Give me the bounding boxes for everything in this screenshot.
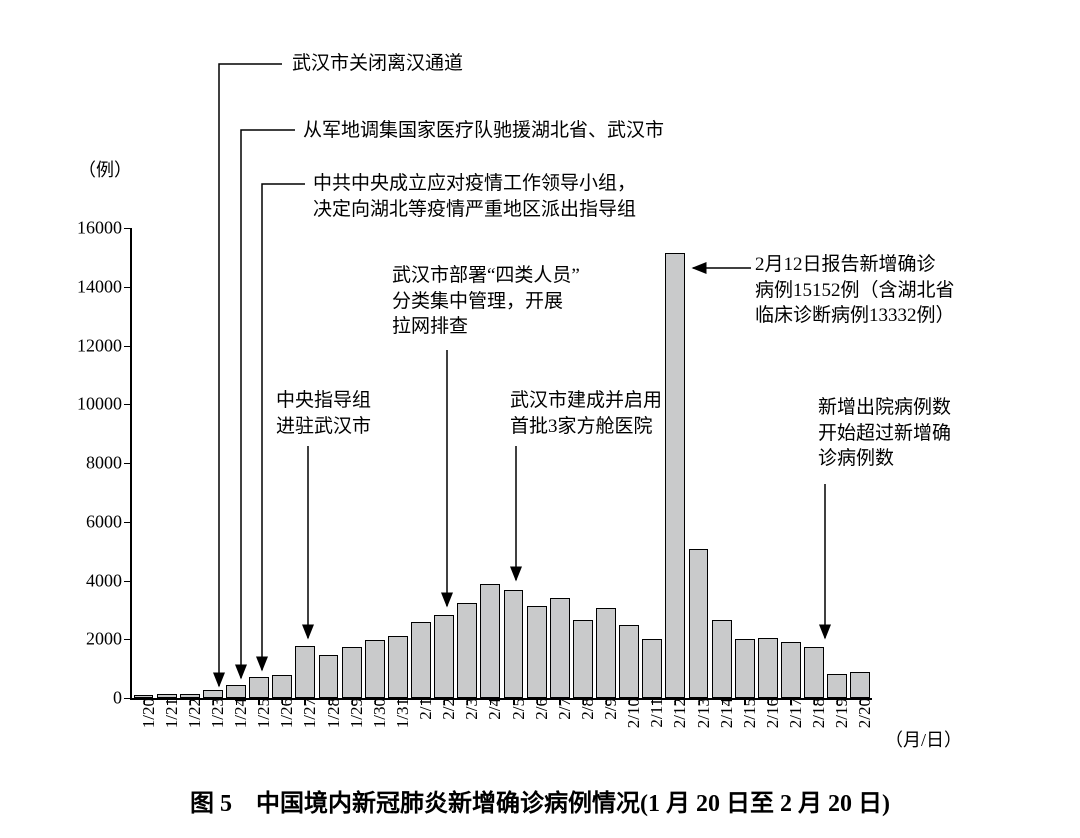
figure-caption: 图 5 中国境内新冠肺炎新增确诊病例情况(1 月 20 日至 2 月 20 日) [0, 783, 1080, 818]
bar [365, 640, 385, 698]
bar [434, 615, 454, 698]
bar [319, 655, 339, 698]
y-tick-label: 12000 [77, 335, 132, 356]
bar [226, 685, 246, 698]
annotation-a7: 2月12日报告新增确诊病例15152例（含湖北省临床诊断病例13332例） [755, 252, 955, 329]
bar [411, 622, 431, 698]
annotation-a1: 武汉市关闭离汉通道 [292, 51, 463, 77]
y-tick-label: 8000 [86, 453, 132, 474]
annotation-a4: 中央指导组进驻武汉市 [276, 388, 371, 439]
bar [388, 636, 408, 698]
bar [735, 639, 755, 698]
bar [342, 647, 362, 698]
bar [504, 590, 524, 698]
bar [781, 642, 801, 698]
y-tick-label: 16000 [77, 218, 132, 239]
figure-5-bar-chart: （例） 020004000600080001000012000140001600… [0, 0, 1080, 838]
bar [550, 598, 570, 698]
bar [642, 639, 662, 698]
bar [272, 675, 292, 698]
bar [619, 625, 639, 698]
bar [249, 677, 269, 698]
y-tick-label: 10000 [77, 394, 132, 415]
annotation-a5fix: 武汉市部署“四类人员”分类集中管理，开展拉网排查 [392, 263, 580, 340]
x-tick-label: 2/20 [845, 698, 875, 728]
annotation-a6: 武汉市建成并启用首批3家方舱医院 [510, 388, 662, 439]
y-tick-label: 6000 [86, 511, 132, 532]
y-axis-unit-label: （例） [78, 156, 132, 182]
bar [527, 606, 547, 698]
bar [573, 620, 593, 698]
bar [203, 690, 223, 698]
bar [850, 672, 870, 698]
bar [295, 646, 315, 698]
bar [480, 584, 500, 698]
y-tick-label: 14000 [77, 276, 132, 297]
bar [712, 620, 732, 698]
annotation-a2: 从军地调集国家医疗队驰援湖北省、武汉市 [303, 118, 664, 144]
bar [596, 608, 616, 698]
bar [457, 603, 477, 698]
bar [689, 549, 709, 698]
bar [665, 253, 685, 698]
bar [827, 674, 847, 698]
y-tick-label: 4000 [86, 570, 132, 591]
annotation-a8: 新增出院病例数开始超过新增确诊病例数 [818, 395, 951, 472]
y-tick-label: 2000 [86, 629, 132, 650]
x-axis-unit-label: （月/日） [885, 726, 962, 752]
bar [758, 638, 778, 698]
annotation-a3: 中共中央成立应对疫情工作领导小组，决定向湖北等疫情严重地区派出指导组 [313, 171, 636, 222]
bar [804, 647, 824, 698]
